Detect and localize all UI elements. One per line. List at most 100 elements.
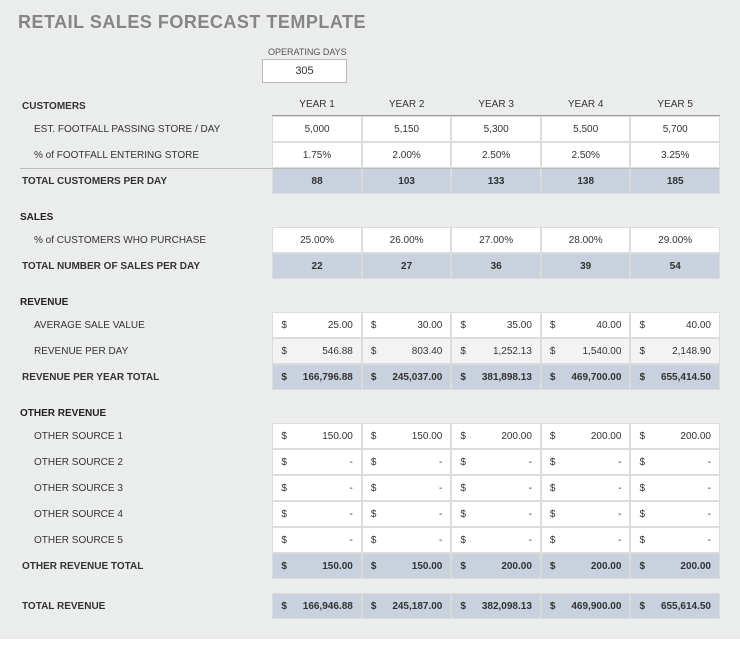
avg-sale-y4[interactable]: $40.00 xyxy=(541,312,631,338)
other-source-4-row: OTHER SOURCE 4 $- $- $- $- $- xyxy=(20,501,720,527)
rev-per-day-y2: $803.40 xyxy=(362,338,452,364)
customers-total-row: TOTAL CUSTOMERS PER DAY 88 103 133 138 1… xyxy=(20,168,720,194)
other-total-y3: $200.00 xyxy=(451,553,541,579)
other-source-5-y1[interactable]: $- xyxy=(272,527,362,553)
operating-days-label: OPERATING DAYS xyxy=(262,47,720,57)
customers-heading: CUSTOMERS xyxy=(20,97,272,116)
other-source-1-y4[interactable]: $200.00 xyxy=(541,423,631,449)
other-source-4-y5[interactable]: $- xyxy=(630,501,720,527)
year-head-3: YEAR 3 xyxy=(451,97,541,116)
avg-sale-y2[interactable]: $30.00 xyxy=(362,312,452,338)
other-source-3-y5[interactable]: $- xyxy=(630,475,720,501)
year-head-4: YEAR 4 xyxy=(541,97,631,116)
rev-per-year-row: REVENUE PER YEAR TOTAL $166,796.88 $245,… xyxy=(20,364,720,390)
sales-total-y1: 22 xyxy=(272,253,362,279)
avg-sale-y3[interactable]: $35.00 xyxy=(451,312,541,338)
other-source-4-y2[interactable]: $- xyxy=(362,501,452,527)
page: RETAIL SALES FORECAST TEMPLATE OPERATING… xyxy=(0,0,740,639)
other-source-2-y4[interactable]: $- xyxy=(541,449,631,475)
pct-purchase-y5[interactable]: 29.00% xyxy=(630,227,720,253)
rev-per-year-y2: $245,037.00 xyxy=(362,364,452,390)
other-source-2-y2[interactable]: $- xyxy=(362,449,452,475)
footfall-y1[interactable]: 5,000 xyxy=(272,116,362,142)
other-source-1-y3[interactable]: $200.00 xyxy=(451,423,541,449)
other-source-5-label: OTHER SOURCE 5 xyxy=(20,527,272,553)
other-source-5-y5[interactable]: $- xyxy=(630,527,720,553)
other-source-1-y2[interactable]: $150.00 xyxy=(362,423,452,449)
pct-enter-row: % of FOOTFALL ENTERING STORE 1.75% 2.00%… xyxy=(20,142,720,168)
footfall-y5[interactable]: 5,700 xyxy=(630,116,720,142)
other-source-4-y3[interactable]: $- xyxy=(451,501,541,527)
pct-purchase-y2[interactable]: 26.00% xyxy=(362,227,452,253)
footfall-label: EST. FOOTFALL PASSING STORE / DAY xyxy=(20,116,272,142)
footfall-row: EST. FOOTFALL PASSING STORE / DAY 5,000 … xyxy=(20,116,720,142)
total-revenue-y5: $655,614.50 xyxy=(630,593,720,619)
year-head-5: YEAR 5 xyxy=(630,97,720,116)
pct-enter-y5[interactable]: 3.25% xyxy=(630,142,720,168)
other-source-5-y3[interactable]: $- xyxy=(451,527,541,553)
footfall-y2[interactable]: 5,150 xyxy=(362,116,452,142)
rev-per-day-row: REVENUE PER DAY $546.88 $803.40 $1,252.1… xyxy=(20,338,720,364)
footfall-y4[interactable]: 5,500 xyxy=(541,116,631,142)
pct-purchase-y4[interactable]: 28.00% xyxy=(541,227,631,253)
rev-per-year-y1: $166,796.88 xyxy=(272,364,362,390)
other-heading: OTHER REVENUE xyxy=(20,404,720,423)
other-source-5-y2[interactable]: $- xyxy=(362,527,452,553)
rev-per-year-label: REVENUE PER YEAR TOTAL xyxy=(20,364,272,390)
other-source-3-y3[interactable]: $- xyxy=(451,475,541,501)
total-revenue-y1: $166,946.88 xyxy=(272,593,362,619)
rev-per-day-y1: $546.88 xyxy=(272,338,362,364)
other-source-4-y4[interactable]: $- xyxy=(541,501,631,527)
pct-enter-label: % of FOOTFALL ENTERING STORE xyxy=(20,142,272,168)
forecast-table: CUSTOMERS YEAR 1 YEAR 2 YEAR 3 YEAR 4 YE… xyxy=(20,97,720,619)
pct-enter-y4[interactable]: 2.50% xyxy=(541,142,631,168)
other-source-3-label: OTHER SOURCE 3 xyxy=(20,475,272,501)
other-source-5-y4[interactable]: $- xyxy=(541,527,631,553)
sales-total-y2: 27 xyxy=(362,253,452,279)
other-total-y4: $200.00 xyxy=(541,553,631,579)
other-source-3-y1[interactable]: $- xyxy=(272,475,362,501)
avg-sale-y1[interactable]: $25.00 xyxy=(272,312,362,338)
other-source-2-y5[interactable]: $- xyxy=(630,449,720,475)
total-revenue-label: TOTAL REVENUE xyxy=(20,593,272,619)
other-source-2-row: OTHER SOURCE 2 $- $- $- $- $- xyxy=(20,449,720,475)
year-head-1: YEAR 1 xyxy=(272,97,362,116)
customers-total-y4: 138 xyxy=(541,168,631,194)
total-revenue-y3: $382,098.13 xyxy=(451,593,541,619)
pct-enter-y3[interactable]: 2.50% xyxy=(451,142,541,168)
sales-total-y3: 36 xyxy=(451,253,541,279)
customers-total-label: TOTAL CUSTOMERS PER DAY xyxy=(20,168,272,194)
operating-days-value[interactable]: 305 xyxy=(262,59,347,83)
rev-per-day-y4: $1,540.00 xyxy=(541,338,631,364)
content-area: OPERATING DAYS 305 CUSTOMERS YEAR 1 YEAR… xyxy=(0,47,740,619)
other-source-3-y4[interactable]: $- xyxy=(541,475,631,501)
sales-heading: SALES xyxy=(20,208,720,227)
avg-sale-y5[interactable]: $40.00 xyxy=(630,312,720,338)
customers-total-y1: 88 xyxy=(272,168,362,194)
page-title: RETAIL SALES FORECAST TEMPLATE xyxy=(0,0,740,47)
customers-total-y2: 103 xyxy=(362,168,452,194)
other-source-3-y2[interactable]: $- xyxy=(362,475,452,501)
operating-days-block: OPERATING DAYS 305 xyxy=(262,47,720,83)
total-revenue-row: TOTAL REVENUE $166,946.88 $245,187.00 $3… xyxy=(20,593,720,619)
other-total-y5: $200.00 xyxy=(630,553,720,579)
other-source-5-row: OTHER SOURCE 5 $- $- $- $- $- xyxy=(20,527,720,553)
pct-purchase-y3[interactable]: 27.00% xyxy=(451,227,541,253)
pct-enter-y2[interactable]: 2.00% xyxy=(362,142,452,168)
other-source-1-y5[interactable]: $200.00 xyxy=(630,423,720,449)
rev-per-day-label: REVENUE PER DAY xyxy=(20,338,272,364)
pct-purchase-y1[interactable]: 25.00% xyxy=(272,227,362,253)
other-total-y2: $150.00 xyxy=(362,553,452,579)
other-source-4-y1[interactable]: $- xyxy=(272,501,362,527)
other-source-3-row: OTHER SOURCE 3 $- $- $- $- $- xyxy=(20,475,720,501)
other-source-2-y3[interactable]: $- xyxy=(451,449,541,475)
pct-purchase-row: % of CUSTOMERS WHO PURCHASE 25.00% 26.00… xyxy=(20,227,720,253)
other-source-2-y1[interactable]: $- xyxy=(272,449,362,475)
other-source-1-y1[interactable]: $150.00 xyxy=(272,423,362,449)
other-total-y1: $150.00 xyxy=(272,553,362,579)
footfall-y3[interactable]: 5,300 xyxy=(451,116,541,142)
pct-enter-y1[interactable]: 1.75% xyxy=(272,142,362,168)
customers-total-y5: 185 xyxy=(630,168,720,194)
sales-total-y5: 54 xyxy=(630,253,720,279)
rev-per-year-y5: $655,414.50 xyxy=(630,364,720,390)
